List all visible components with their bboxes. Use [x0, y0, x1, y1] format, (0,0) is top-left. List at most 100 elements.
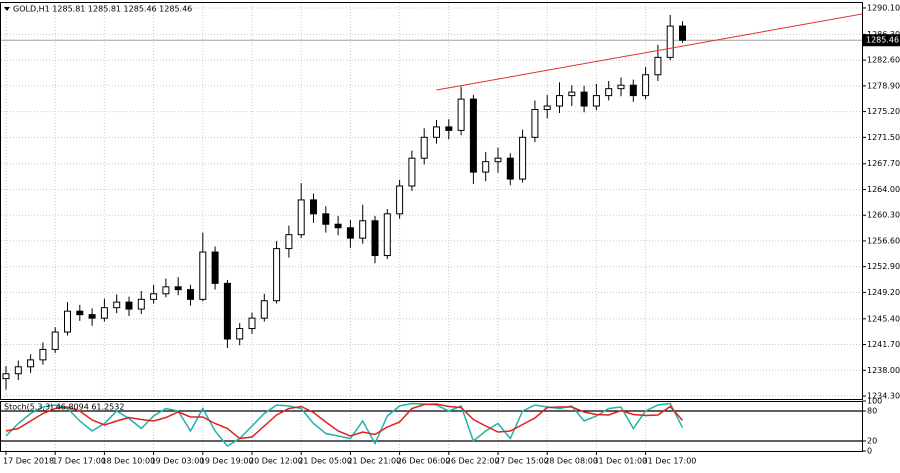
- candle-body: [334, 223, 342, 229]
- y-tick-label: 1245.40: [867, 314, 900, 323]
- candle-body: [27, 359, 35, 368]
- candle-body: [162, 286, 170, 295]
- candle-body: [383, 213, 391, 257]
- indicator-line: [5, 403, 684, 440]
- y-tick-label: 1282.60: [867, 56, 900, 65]
- candle-body: [445, 126, 453, 131]
- y-tick-label: 1271.50: [867, 133, 900, 142]
- candle-body: [666, 25, 674, 58]
- candle-body: [396, 185, 404, 215]
- y-tick-label: 1290.10: [867, 3, 900, 12]
- candle-body: [137, 298, 145, 310]
- candle-body: [187, 289, 194, 300]
- candle-body: [2, 373, 10, 380]
- candle-body: [556, 95, 563, 107]
- y-tick-label: 1241.70: [867, 340, 900, 349]
- header-icon: [4, 7, 10, 11]
- y-tick-label: 1234.30: [867, 392, 900, 401]
- price-tag: [863, 34, 900, 47]
- candle-body: [260, 300, 268, 319]
- candle-body: [371, 220, 379, 257]
- candle-body: [100, 307, 108, 319]
- x-tick-label: 28 Dec 08:00: [544, 457, 598, 466]
- chart-title: GOLD,H1 1285.81 1285.81 1285.46 1285.46: [13, 5, 192, 14]
- candle-body: [531, 109, 539, 138]
- x-tick-label: 21 Dec 05:00: [298, 457, 352, 466]
- x-tick-label: 31 Dec 17:00: [643, 457, 697, 466]
- candle-body: [469, 98, 477, 173]
- y-tick-label: 1260.30: [867, 211, 900, 220]
- candle-body: [150, 293, 158, 300]
- y-tick-label: 1267.70: [867, 159, 900, 168]
- candle-body: [297, 199, 305, 236]
- candle-body: [125, 301, 133, 310]
- candle-body: [310, 199, 317, 215]
- trendline: [436, 13, 862, 91]
- candle-body: [174, 286, 182, 291]
- x-tick-label: 20 Dec 12:00: [249, 457, 303, 466]
- y-tick-label: 1256.60: [867, 236, 900, 245]
- x-tick-label: 19 Dec 03:00: [151, 457, 205, 466]
- y-tick-label: 0: [867, 447, 872, 456]
- candle-body: [223, 282, 231, 340]
- candle-body: [605, 88, 613, 97]
- candle-body: [494, 157, 502, 163]
- candle-body: [592, 95, 600, 107]
- x-tick-label: 31 Dec 01:00: [593, 457, 647, 466]
- indicator-panel: [0, 401, 863, 452]
- x-tick-label: 18 Dec 10:00: [101, 457, 155, 466]
- x-tick-label: 17 Dec 17:00: [52, 457, 106, 466]
- candle-body: [629, 84, 637, 97]
- candle-body: [457, 98, 465, 131]
- candle-body: [248, 317, 256, 330]
- y-tick-label: 1249.20: [867, 288, 900, 297]
- price-plot: [1, 13, 862, 390]
- indicator-plot: [1, 402, 862, 447]
- y-tick-label: 1275.20: [867, 107, 900, 116]
- candle-body: [76, 310, 84, 316]
- candle-body: [346, 227, 354, 239]
- y-tick-label: 80: [867, 407, 877, 416]
- candle-body: [543, 105, 551, 111]
- candle-body: [211, 251, 219, 284]
- candle-body: [642, 74, 650, 97]
- candle-body: [506, 157, 514, 180]
- indicator-title: Stoch(5,3,3) 46.8094 61.2532: [4, 403, 124, 412]
- y-tick-label: 1278.90: [867, 81, 900, 90]
- price-tag-label: 1285.46: [866, 36, 899, 45]
- candle-body: [519, 136, 527, 180]
- x-tick-label: 17 Dec 2018: [3, 457, 54, 466]
- y-tick-label: 20: [867, 437, 877, 446]
- x-tick-label: 26 Dec 22:00: [446, 457, 500, 466]
- main-panel: [0, 2, 863, 400]
- y-tick-label: 1252.90: [867, 262, 900, 271]
- x-tick-label: 27 Dec 15:00: [495, 457, 549, 466]
- candle-body: [14, 366, 22, 375]
- candle-body: [113, 301, 121, 309]
- candle-body: [580, 91, 588, 107]
- candle-body: [236, 328, 244, 340]
- candle-body: [88, 314, 96, 319]
- candle-body: [420, 136, 428, 159]
- candle-body: [482, 161, 490, 173]
- candle-body: [654, 56, 662, 76]
- candle-body: [617, 84, 625, 90]
- candle-body: [679, 25, 686, 41]
- x-tick-label: 26 Dec 06:00: [397, 457, 451, 466]
- x-tick-label: 21 Dec 21:00: [347, 457, 401, 466]
- grid: [1, 3, 862, 451]
- candle-body: [39, 348, 47, 361]
- candle-body: [273, 248, 281, 302]
- candle-body: [285, 234, 293, 250]
- y-tick-label: 1264.00: [867, 185, 900, 194]
- x-tick-label: 19 Dec 19:00: [200, 457, 254, 466]
- candle-body: [64, 310, 71, 333]
- candle-body: [51, 331, 59, 350]
- candle-body: [322, 213, 330, 225]
- y-tick-label: 100: [867, 397, 882, 406]
- candle-body: [359, 220, 367, 239]
- candle-body: [433, 126, 440, 138]
- y-tick-label: 1238.00: [867, 366, 900, 375]
- candle-body: [568, 91, 576, 97]
